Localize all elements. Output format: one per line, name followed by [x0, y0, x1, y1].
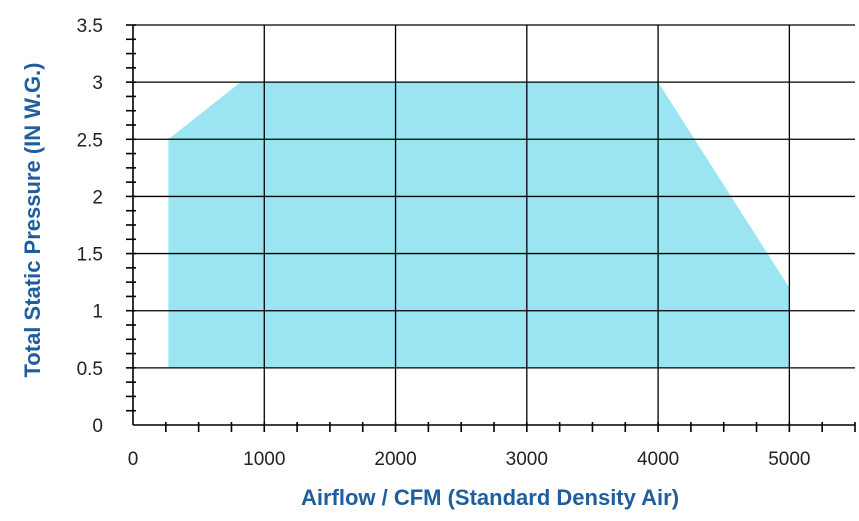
y-tick-label: 1.5 [77, 245, 103, 266]
x-tick-labels: 0 1000 2000 3000 4000 5000 [128, 449, 811, 470]
y-tick-label: 2 [92, 187, 103, 208]
axes [126, 24, 856, 432]
operating-region [168, 82, 790, 368]
y-tick-label: 0.5 [77, 359, 103, 380]
grid-lines [133, 24, 855, 425]
y-axis-title: Total Static Pressure (IN W.G.) [20, 63, 45, 378]
x-axis-title: Airflow / CFM (Standard Density Air) [301, 485, 679, 510]
operating-region-layer [168, 82, 790, 368]
x-tick-label: 4000 [637, 449, 679, 470]
x-tick-label: 3000 [506, 449, 548, 470]
y-tick-label: 0 [92, 416, 103, 437]
x-tick-label: 5000 [768, 449, 810, 470]
x-tick-label: 2000 [374, 449, 416, 470]
y-tick-label: 3 [92, 73, 103, 94]
y-tick-labels: 0 0.5 1 1.5 2 2.5 3 3.5 [77, 16, 103, 437]
x-tick-label: 1000 [243, 449, 285, 470]
y-tick-label: 2.5 [77, 130, 103, 151]
y-tick-label: 1 [92, 302, 103, 323]
y-tick-label: 3.5 [77, 16, 103, 37]
x-tick-label: 0 [128, 449, 139, 470]
